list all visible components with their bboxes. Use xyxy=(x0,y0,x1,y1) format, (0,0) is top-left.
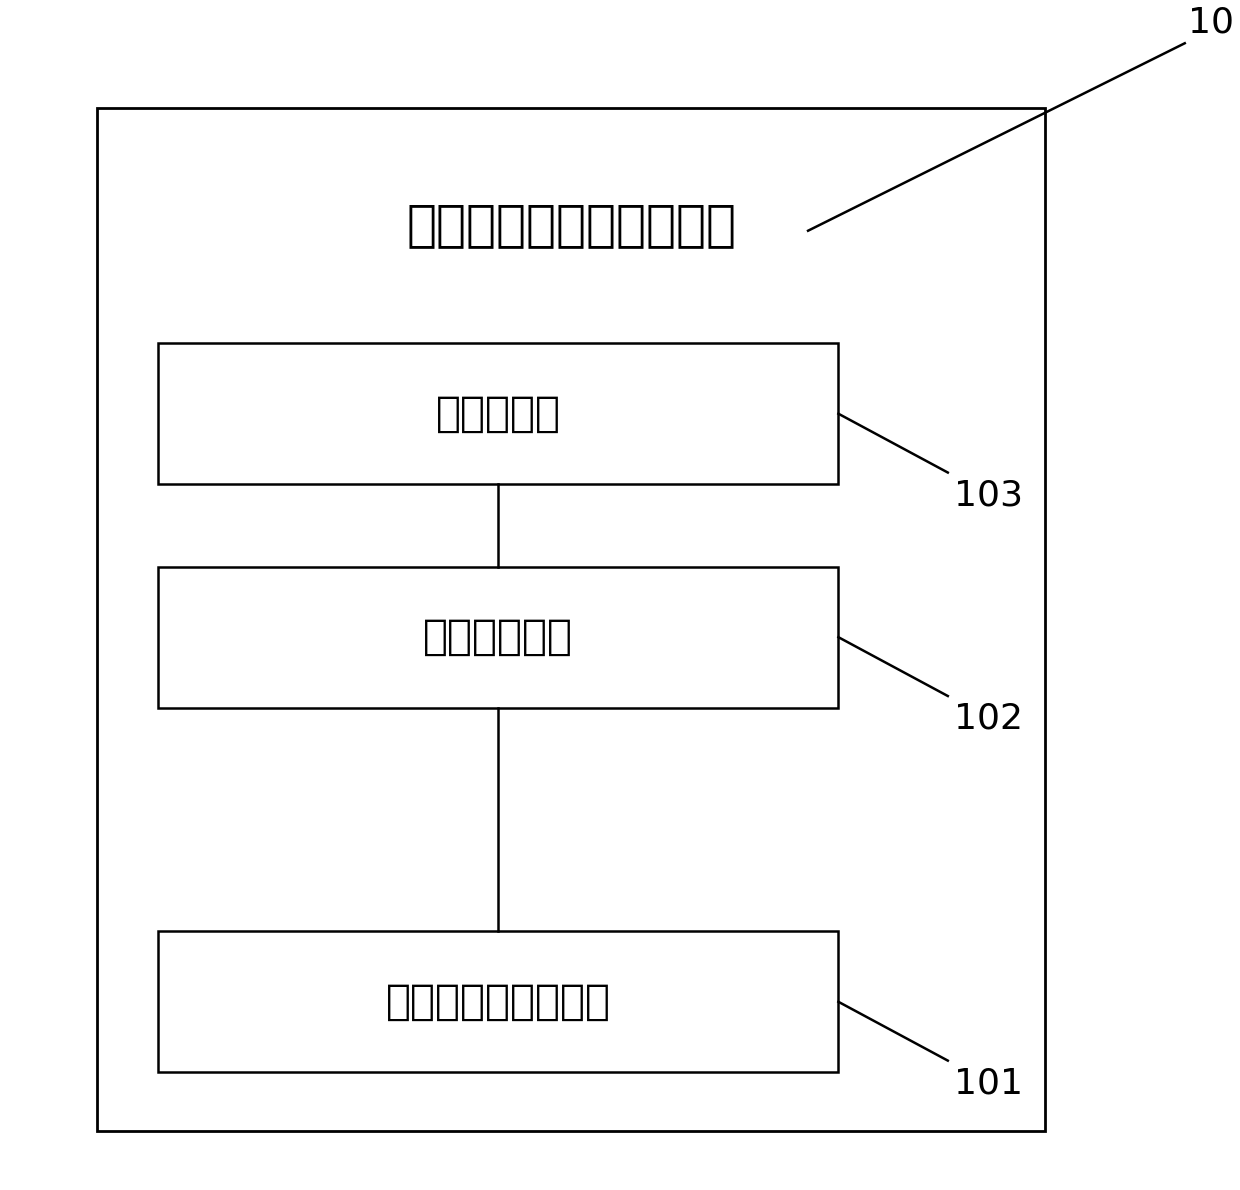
Text: 光伏场站的通信控制系统: 光伏场站的通信控制系统 xyxy=(407,201,737,250)
Text: 101: 101 xyxy=(954,1066,1023,1101)
Text: 10: 10 xyxy=(1188,6,1234,39)
Bar xyxy=(157,932,838,1072)
Text: 103: 103 xyxy=(954,478,1023,513)
Text: 102: 102 xyxy=(954,702,1023,735)
Bar xyxy=(157,343,838,484)
Text: 通信控制装置: 通信控制装置 xyxy=(423,616,573,658)
Bar xyxy=(97,108,1045,1132)
Text: 场站快速控制子系统: 场站快速控制子系统 xyxy=(386,981,611,1023)
Bar xyxy=(157,566,838,708)
Text: 光伏控制器: 光伏控制器 xyxy=(435,393,560,434)
